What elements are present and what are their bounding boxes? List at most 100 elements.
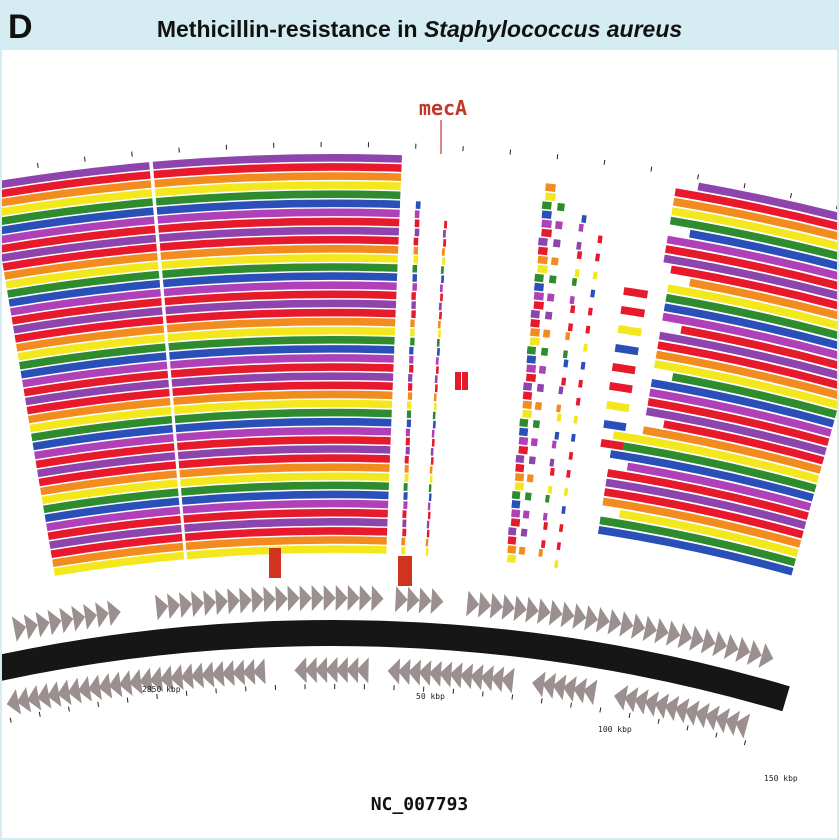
right-ring-14-inner-block <box>620 306 646 318</box>
ring-9-segment-3 <box>443 239 447 247</box>
ring-33-segment-1 <box>178 454 390 469</box>
ring-21-segment-5 <box>563 359 569 368</box>
ring-25-segment-1 <box>172 381 393 396</box>
gene-arrow <box>723 633 739 660</box>
ring-6-segment-3 <box>541 219 552 229</box>
right-ring-2 <box>672 197 837 241</box>
ring-29-segment-6 <box>570 433 576 442</box>
ring-17-segment-3 <box>438 311 442 320</box>
outer-tick-mark <box>743 183 746 189</box>
outer-tick-mark <box>131 151 133 157</box>
gene-arrow <box>705 705 720 731</box>
outer-tick-mark <box>650 166 653 172</box>
gene-arrow <box>430 588 444 614</box>
ring-25-segment-2 <box>407 383 413 391</box>
tick-mark <box>482 691 484 697</box>
ring-24-segment-0 <box>25 379 169 406</box>
gene-arrow <box>735 636 751 662</box>
gene-arrow <box>735 713 751 739</box>
ring-12-segment-5 <box>548 275 557 284</box>
right-ring-32 <box>605 478 807 530</box>
tick-mark <box>126 697 129 703</box>
ring-2-segment-2 <box>545 183 556 192</box>
right-ring-26-inner-block <box>603 420 627 432</box>
ring-29-segment-3 <box>432 420 436 429</box>
ring-26-segment-3 <box>433 393 437 402</box>
ring-12-segment-3 <box>440 266 444 274</box>
ring-31-segment-2 <box>405 437 410 446</box>
ring-32-segment-1 <box>177 445 391 460</box>
ring-5-segment-1 <box>156 199 401 215</box>
gene-arrow <box>167 593 181 620</box>
ring-40-segment-1 <box>184 518 388 532</box>
ring-4-segment-1 <box>155 190 401 206</box>
gene-arrow <box>371 585 384 612</box>
gene-arrow <box>537 598 551 625</box>
ring-41-segment-0 <box>50 533 183 558</box>
gene-arrow <box>59 607 74 634</box>
gene-arrow <box>253 658 266 685</box>
right-ring-28 <box>611 440 817 493</box>
ring-39-segment-6 <box>558 524 564 532</box>
ring-0-segment-1 <box>152 154 402 170</box>
ring-38-segment-4 <box>511 509 521 518</box>
ring-24-segment-2 <box>407 374 413 382</box>
gene-arrow <box>490 666 505 693</box>
ring-23-segment-4 <box>525 373 537 382</box>
ring-16-segment-5 <box>544 311 553 320</box>
ring-40-segment-3 <box>426 520 430 529</box>
ring-13-segment-4 <box>534 282 544 292</box>
resistance-markers <box>269 372 468 586</box>
tick-mark <box>9 717 12 723</box>
ring-14-segment-3 <box>439 284 443 293</box>
ring-42-segment-3 <box>425 538 429 547</box>
gene-arrow <box>118 670 133 696</box>
gene-arrow-track <box>6 584 774 739</box>
ring-17-segment-0 <box>14 316 164 343</box>
gene-arrow <box>746 639 762 665</box>
tick-mark <box>68 706 70 712</box>
ring-43-segment-1 <box>186 545 387 560</box>
ring-14-segment-0 <box>10 289 161 316</box>
header-bar: D Methicillin-resistance in Staphylococc… <box>2 2 837 50</box>
ring-40-segment-5 <box>520 528 528 537</box>
right-ring-12-inner-block <box>623 287 649 299</box>
gene-arrow <box>179 592 193 618</box>
ring-13-segment-0 <box>8 279 161 307</box>
ring-35-segment-2 <box>404 474 409 482</box>
gene-arrow <box>232 659 246 686</box>
gene-arrow <box>584 605 599 631</box>
gene-arrow <box>387 658 401 685</box>
ring-11-segment-2 <box>413 255 419 264</box>
ring-37-segment-3 <box>428 493 432 502</box>
ring-39-segment-4 <box>510 518 521 527</box>
ring-14-segment-4 <box>533 291 544 301</box>
outer-tick-mark <box>603 159 606 165</box>
right-ring-22-inner-block <box>609 382 633 394</box>
gene-arrow <box>619 611 634 637</box>
ring-39-segment-2 <box>402 510 407 519</box>
gene-arrow <box>88 674 103 701</box>
ring-36-segment-0 <box>43 488 179 514</box>
ring-22-segment-1 <box>170 354 394 369</box>
ring-14-segment-5 <box>546 293 555 302</box>
ring-16-segment-0 <box>13 307 163 334</box>
ring-13-segment-3 <box>441 275 445 284</box>
right-ring-35 <box>618 509 799 557</box>
marker-small-b <box>462 372 468 390</box>
ring-32-segment-0 <box>37 452 176 478</box>
ring-42-segment-1 <box>185 536 387 551</box>
ring-42-segment-6 <box>538 548 544 557</box>
gene-arrow <box>501 667 515 694</box>
ring-29-segment-4 <box>518 427 529 437</box>
ring-18-segment-4 <box>530 328 541 337</box>
ring-16-segment-2 <box>411 301 416 309</box>
ring-22-segment-5 <box>538 365 547 374</box>
ring-7-segment-5 <box>597 235 603 244</box>
right-ring-26 <box>642 426 822 474</box>
gene-arrow <box>211 660 225 687</box>
ring-13-segment-1 <box>162 272 398 288</box>
gene-arrow <box>203 590 217 617</box>
ring-43-segment-0 <box>53 551 185 576</box>
tick-mark <box>38 711 41 717</box>
